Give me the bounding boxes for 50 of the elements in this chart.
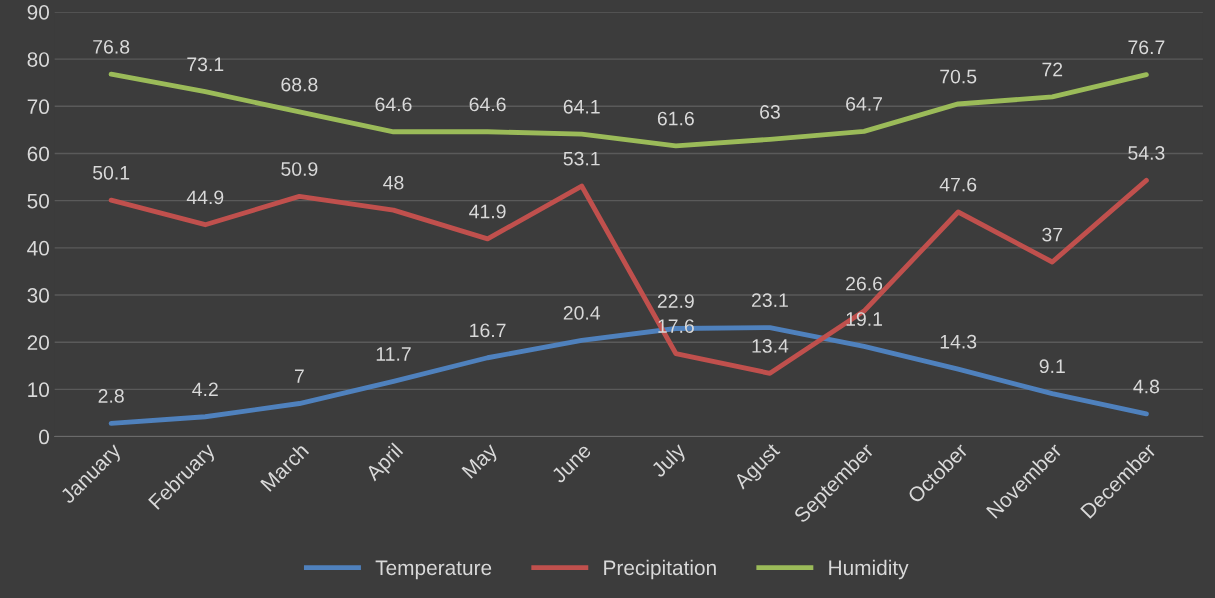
y-tick-label: 50	[27, 193, 49, 209]
data-label: 16.7	[470, 323, 506, 338]
data-label: 64.7	[846, 97, 882, 111]
x-tick-label: July	[649, 441, 690, 482]
legend-label: Temperature	[375, 560, 492, 580]
data-label: 37	[1042, 227, 1063, 242]
legend-label: Precipitation	[604, 559, 716, 580]
data-label: 47.6	[939, 177, 977, 192]
y-tick-label: 30	[27, 288, 49, 303]
data-label: 64.6	[469, 97, 506, 112]
data-label: 70.5	[940, 69, 977, 84]
data-label: 64.1	[563, 99, 600, 114]
y-tick-label: 90	[27, 4, 49, 20]
data-label: 14.3	[940, 334, 977, 349]
data-label: 26.6	[846, 276, 883, 291]
data-label: 4.8	[1133, 379, 1160, 394]
data-label: 2.8	[98, 389, 124, 403]
data-label: 20.4	[563, 306, 601, 320]
data-label: 68.8	[281, 77, 318, 92]
data-label: 13.4	[752, 339, 789, 353]
data-label: 76.7	[1128, 40, 1165, 55]
data-label: 23.1	[751, 293, 788, 308]
data-label: 4.2	[192, 382, 218, 397]
data-label: 9.1	[1039, 359, 1065, 374]
x-tick-label: May	[461, 441, 502, 482]
y-tick-label: 70	[27, 99, 49, 115]
y-tick-label: 10	[28, 382, 49, 398]
data-label: 22.9	[657, 294, 694, 308]
y-tick-label: 40	[27, 240, 49, 256]
y-tick-label: 0	[39, 429, 49, 445]
data-label: 72	[1042, 62, 1063, 77]
data-label: 76.8	[93, 39, 130, 54]
data-label: 44.9	[186, 190, 224, 205]
y-tick-label: 20	[27, 335, 49, 350]
data-label: 17.6	[658, 319, 694, 333]
data-label: 53.1	[563, 151, 600, 166]
y-tick-label: 60	[27, 146, 49, 162]
data-label: 63	[760, 105, 780, 119]
data-label: 61.6	[657, 111, 694, 126]
data-label: 50.9	[281, 162, 318, 176]
data-label: 48	[383, 175, 404, 190]
data-label: 7	[294, 369, 304, 383]
data-label: 64.6	[375, 97, 412, 112]
data-label: 50.1	[93, 165, 130, 180]
data-label: 11.7	[376, 347, 411, 361]
y-tick-label: 80	[27, 52, 49, 67]
data-label: 41.9	[469, 204, 506, 219]
data-label: 54.3	[1128, 146, 1165, 160]
data-label: 73.1	[187, 57, 224, 72]
legend-label: Humidity	[829, 559, 909, 580]
